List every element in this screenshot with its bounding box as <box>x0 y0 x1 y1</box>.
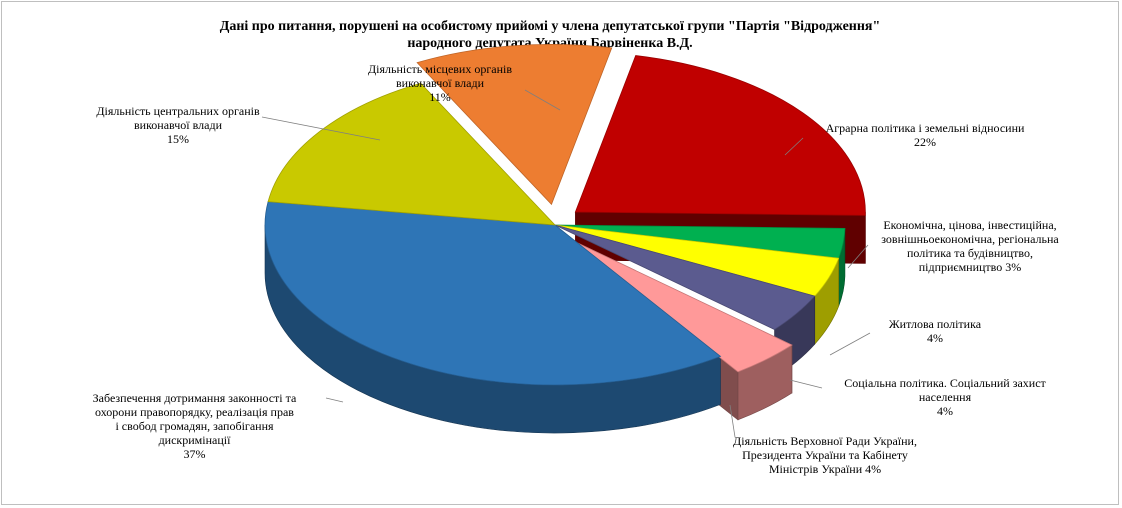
slice-label-agrarian: Аграрна політика і земельні відносини 22… <box>800 121 1050 149</box>
chart-title-line-2: народного депутата України Барвіненка В.… <box>407 36 693 51</box>
slice-label-housing-line-2: 4% <box>927 331 943 345</box>
slice-label-central-authorities-line-2: виконавчої влади <box>134 118 222 132</box>
slice-label-lawfulness-line-1: Забезпечення дотримання законності та <box>92 391 297 405</box>
slice-label-agrarian-line-2: 22% <box>914 135 936 149</box>
leader-line-agrarian <box>784 137 804 156</box>
slice-label-social-line-3: 4% <box>937 404 953 418</box>
slice-label-parliament: Діяльність Верховної Ради України, Прези… <box>705 434 945 476</box>
slice-top-agrarian <box>574 55 866 216</box>
slice-label-central-authorities-line-1: Діяльність центральних органів <box>96 104 260 118</box>
leader-line-social <box>789 379 823 389</box>
slice-top-local-authorities <box>416 44 613 206</box>
pie-top-layer <box>264 44 866 386</box>
slice-label-agrarian-line-1: Аграрна політика і земельні відносини <box>825 121 1025 135</box>
slice-label-central-authorities: Діяльність центральних органів виконавчо… <box>68 104 288 146</box>
leader-line-parliament <box>729 404 736 438</box>
slice-label-housing-line-1: Житлова політика <box>888 317 982 331</box>
slice-top-social <box>554 224 816 331</box>
slice-label-parliament-line-1: Діяльність Верховної Ради України, <box>733 434 917 448</box>
slice-label-lawfulness-line-2: охорони правопорядку, реалізація прав <box>95 405 294 419</box>
slice-label-social-line-2: населення <box>918 390 972 404</box>
slice-top-lawfulness <box>264 201 722 386</box>
slice-label-economic: Економічна, цінова, інвестиційна, зовніш… <box>865 218 1075 274</box>
leader-line-economic <box>847 244 869 269</box>
slice-label-local-authorities-line-1: Діяльність місцевих органів <box>367 62 513 76</box>
leader-line-lawfulness <box>325 397 344 403</box>
slice-label-lawfulness-line-4: дискримінації <box>158 433 231 447</box>
chart-title: Дані про питання, порушені на особистому… <box>200 18 900 52</box>
slice-top-central-authorities <box>267 82 557 226</box>
slice-label-parliament-line-3: Міністрів України 4% <box>768 462 882 476</box>
slice-label-economic-line-1: Економічна, цінова, інвестиційна, <box>883 218 1057 232</box>
slice-label-central-authorities-line-3: 15% <box>167 132 189 146</box>
leader-line-housing <box>829 332 871 356</box>
slice-label-economic-line-3: політика та будівництво, <box>906 246 1034 260</box>
leader-line-local-authorities <box>524 89 561 111</box>
slice-label-local-authorities-line-3: 11% <box>429 90 451 104</box>
slice-label-parliament-line-2: Президента України та Кабінету <box>742 448 908 462</box>
slice-label-lawfulness: Забезпечення дотримання законності та ох… <box>72 391 317 461</box>
slice-top-parliament <box>572 240 793 373</box>
slice-label-lawfulness-line-3: і свобод громадян, запобігання <box>115 419 274 433</box>
chart-title-line-1: Дані про питання, порушені на особистому… <box>219 19 881 34</box>
slice-label-housing: Житлова політика 4% <box>865 317 1005 345</box>
slice-label-social: Соціальна політика. Соціальний захист на… <box>825 376 1065 418</box>
slice-label-local-authorities-line-2: виконавчої влади <box>396 76 484 90</box>
slice-label-economic-line-2: зовнішньоекономічна, регіональна <box>881 232 1059 246</box>
slice-label-lawfulness-line-5: 37% <box>183 447 206 461</box>
slice-label-social-line-1: Соціальна політика. Соціальний захист <box>844 376 1046 390</box>
leader-line-central-authorities <box>261 116 381 141</box>
slice-label-local-authorities: Діяльність місцевих органів виконавчої в… <box>340 62 540 104</box>
slice-label-economic-line-4: підприємництво 3% <box>918 260 1022 274</box>
